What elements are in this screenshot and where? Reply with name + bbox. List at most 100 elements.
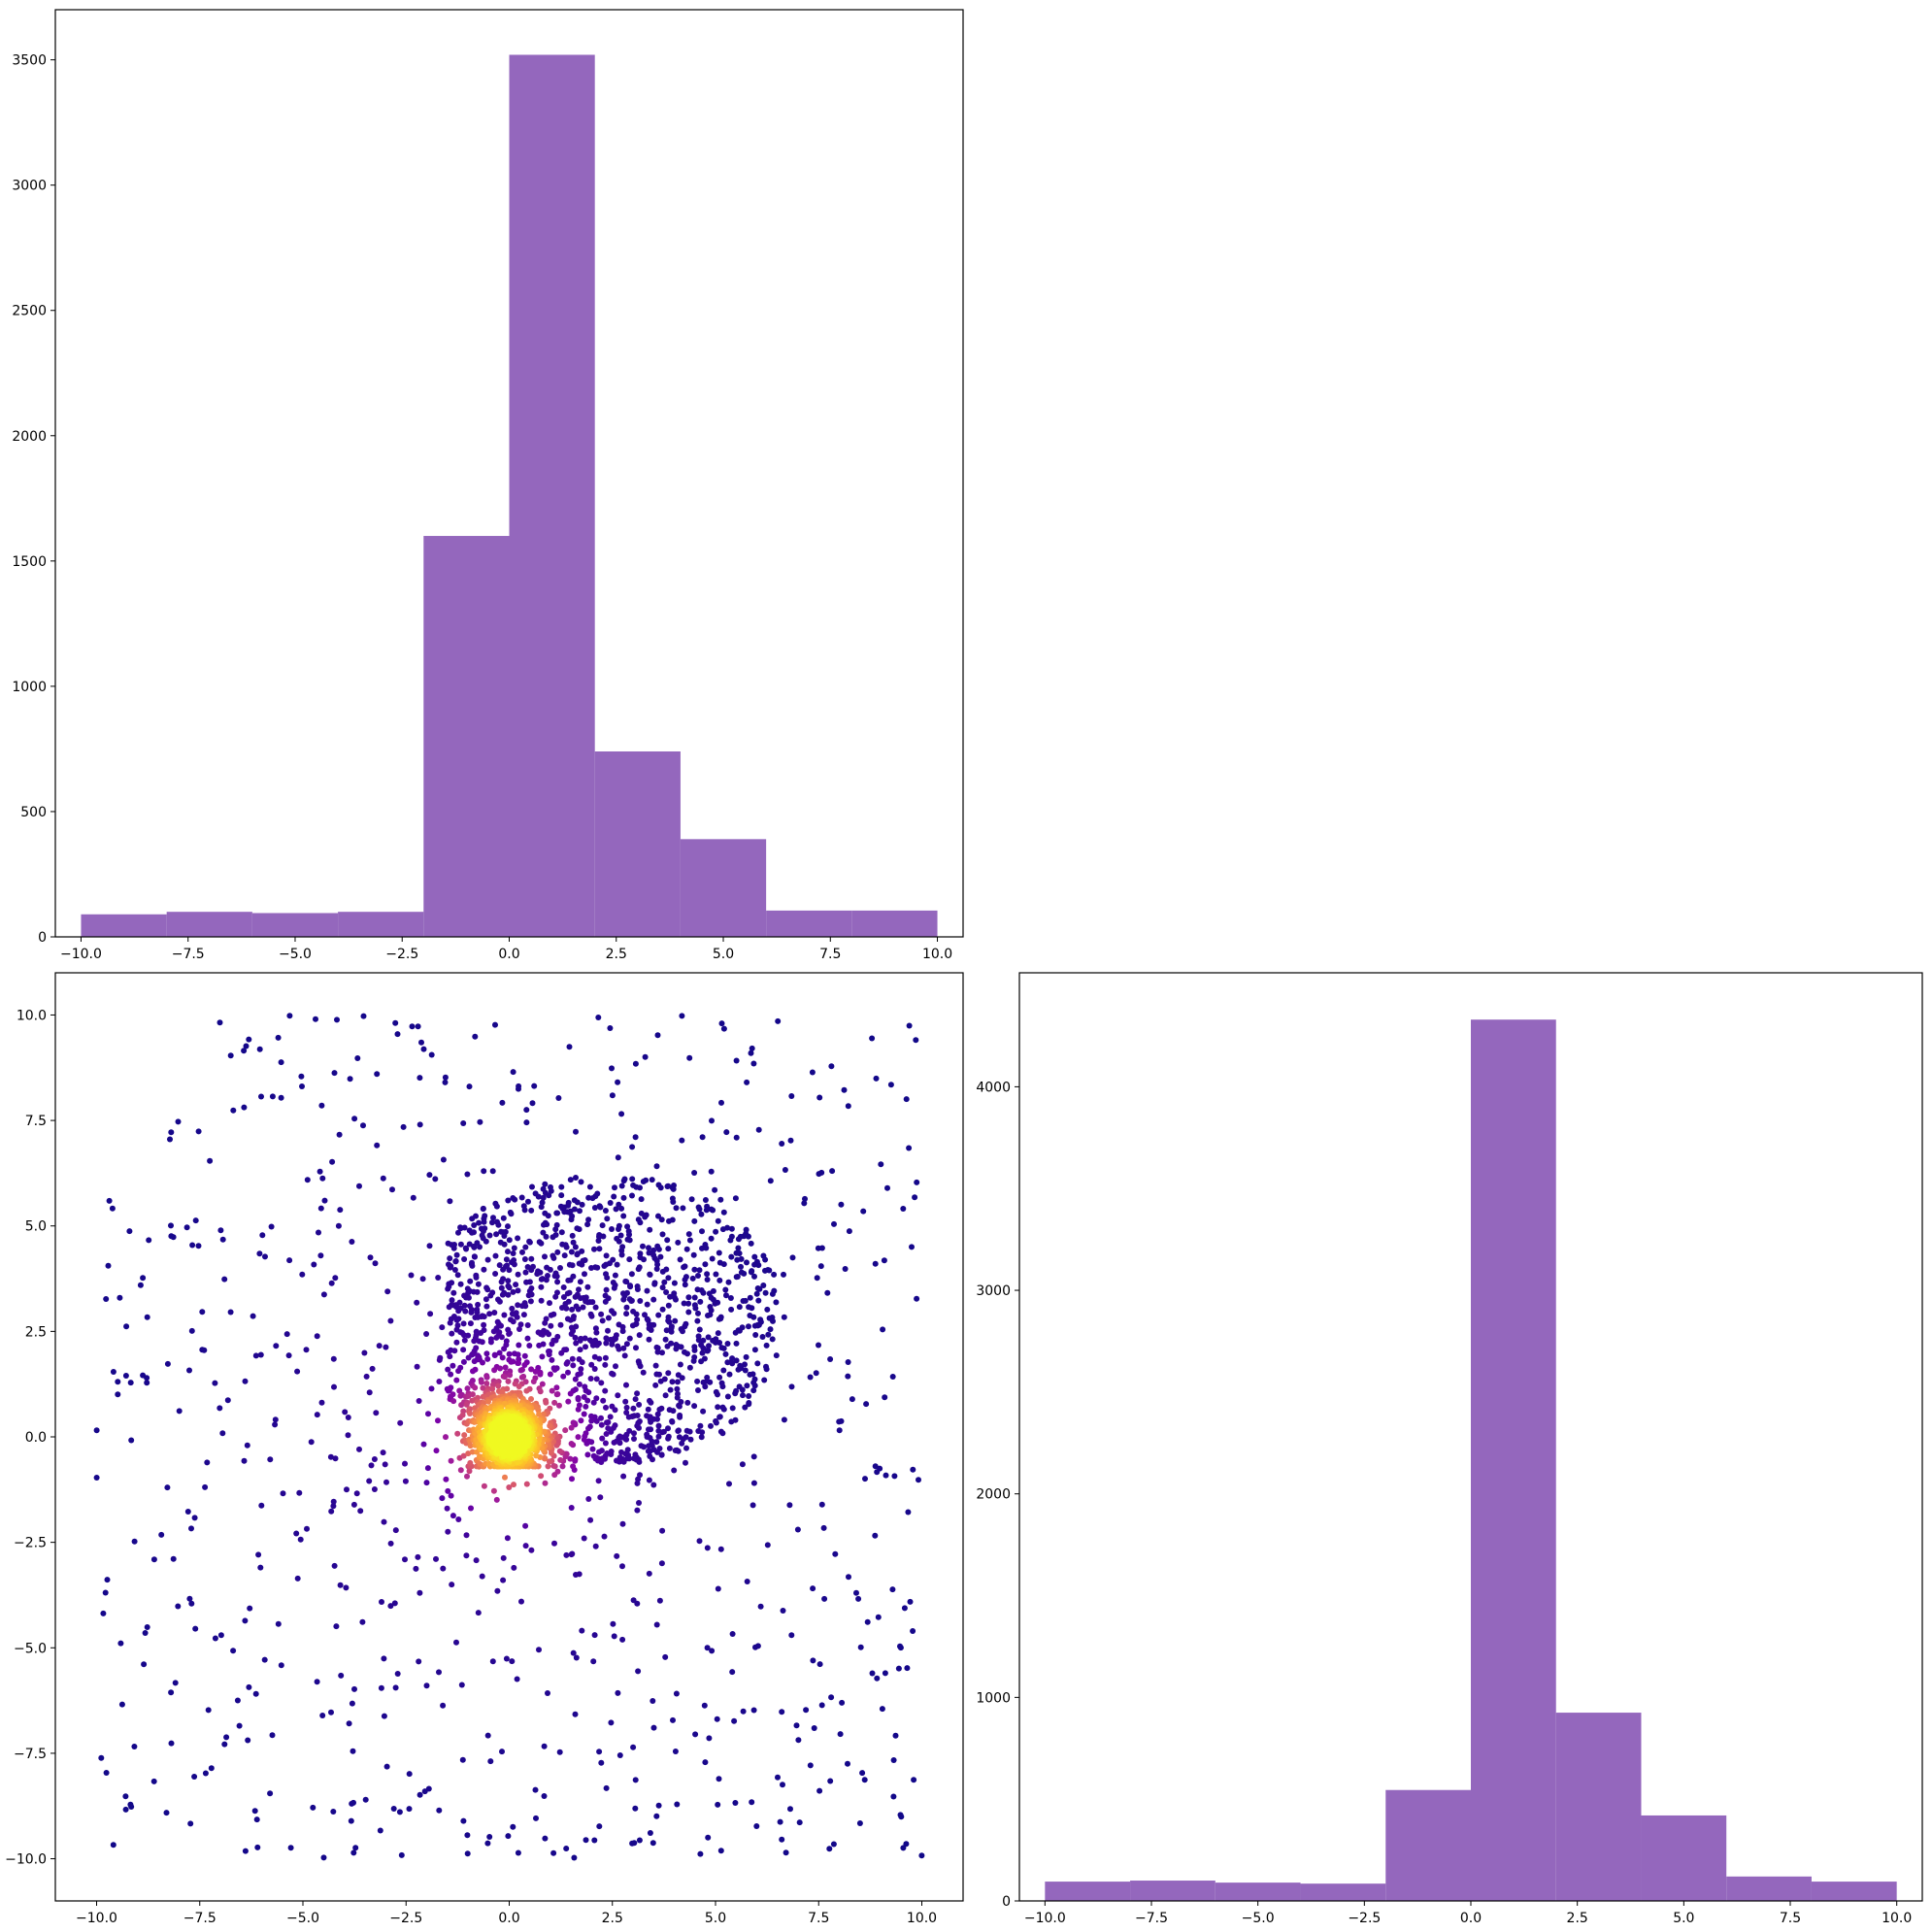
scatter-point bbox=[605, 1425, 612, 1432]
scatter-point bbox=[869, 1035, 876, 1042]
scatter-point bbox=[744, 1579, 750, 1584]
scatter-point bbox=[453, 1316, 460, 1323]
scatter-point bbox=[516, 1326, 522, 1332]
scatter-point bbox=[623, 1382, 629, 1388]
scatter-point bbox=[583, 1298, 589, 1305]
scatter-point bbox=[708, 1307, 715, 1314]
scatter-point bbox=[563, 1360, 570, 1367]
scatter-point bbox=[673, 1296, 679, 1303]
scatter-point bbox=[523, 1119, 530, 1126]
scatter-point bbox=[536, 1342, 543, 1349]
scatter-point bbox=[492, 1021, 498, 1028]
scatter-point bbox=[862, 1476, 868, 1482]
scatter-point bbox=[608, 1719, 615, 1726]
scatter-point bbox=[117, 1294, 123, 1301]
scatter-point bbox=[402, 1460, 408, 1467]
scatter-point bbox=[510, 1288, 516, 1295]
scatter-point bbox=[425, 1785, 432, 1792]
scatter-point bbox=[860, 1208, 867, 1215]
x-tick-label: −10.0 bbox=[60, 947, 102, 962]
scatter-point bbox=[394, 1031, 401, 1038]
scatter-point bbox=[217, 1632, 224, 1639]
scatter-point bbox=[596, 1749, 603, 1755]
scatter-point bbox=[665, 1370, 672, 1377]
scatter-point bbox=[733, 1134, 740, 1141]
scatter-point bbox=[406, 1771, 413, 1778]
scatter-point bbox=[368, 1462, 375, 1469]
scatter-point bbox=[473, 1274, 480, 1281]
scatter-point bbox=[369, 1365, 376, 1372]
scatter-point bbox=[212, 1635, 218, 1642]
scatter-point bbox=[496, 1349, 503, 1356]
scatter-point bbox=[104, 1577, 111, 1583]
scatter-point bbox=[451, 1348, 458, 1354]
scatter-point bbox=[258, 1093, 264, 1100]
x-tick-label: −7.5 bbox=[1135, 1911, 1168, 1926]
scatter-point bbox=[715, 1330, 721, 1337]
scatter-point bbox=[710, 1337, 716, 1344]
scatter-point bbox=[356, 1446, 362, 1452]
scatter-point bbox=[523, 1481, 530, 1487]
scatter-point bbox=[656, 1406, 663, 1413]
scatter-point bbox=[551, 1540, 557, 1547]
scatter-point bbox=[659, 1306, 666, 1313]
scatter-point bbox=[560, 1284, 567, 1290]
scatter-point bbox=[484, 1286, 491, 1293]
scatter-point bbox=[556, 1402, 562, 1409]
scatter-point bbox=[682, 1282, 688, 1288]
scatter-point bbox=[699, 1349, 706, 1356]
scatter-point bbox=[598, 1415, 604, 1421]
y-tick-label: 0 bbox=[38, 930, 47, 946]
scatter-point bbox=[501, 1346, 508, 1352]
scatter-point bbox=[757, 1603, 764, 1610]
scatter-point bbox=[683, 1459, 688, 1466]
scatter-point bbox=[516, 1342, 522, 1349]
scatter-point bbox=[293, 1530, 300, 1537]
scatter-point bbox=[334, 1016, 340, 1023]
scatter-point bbox=[695, 1273, 701, 1279]
scatter-point bbox=[102, 1589, 109, 1596]
scatter-point bbox=[652, 1382, 659, 1388]
scatter-point bbox=[773, 1352, 780, 1359]
scatter-point bbox=[763, 1342, 770, 1349]
scatter-point bbox=[528, 1547, 535, 1553]
scatter-point bbox=[278, 1094, 284, 1101]
scatter-point bbox=[350, 1849, 357, 1856]
scatter-point bbox=[373, 1410, 380, 1416]
scatter-point bbox=[472, 1253, 478, 1260]
scatter-point bbox=[542, 1480, 549, 1486]
scatter-point bbox=[647, 1271, 653, 1278]
histogram-bar bbox=[423, 536, 510, 937]
scatter-point bbox=[607, 1025, 614, 1031]
scatter-point bbox=[713, 1388, 719, 1395]
scatter-point bbox=[686, 1364, 693, 1371]
scatter-point bbox=[637, 1254, 644, 1261]
scatter-point bbox=[560, 1294, 567, 1300]
scatter-point bbox=[732, 1329, 739, 1336]
scatter-point bbox=[753, 1290, 760, 1297]
scatter-point bbox=[653, 1621, 660, 1628]
scatter-point bbox=[713, 1271, 719, 1278]
scatter-point bbox=[380, 1175, 386, 1182]
scatter-point bbox=[490, 1487, 497, 1494]
scatter-point bbox=[188, 1600, 195, 1607]
scatter-point bbox=[682, 1349, 687, 1355]
scatter-point bbox=[699, 1228, 705, 1235]
scatter-point bbox=[742, 1404, 749, 1411]
scatter-point bbox=[598, 1380, 605, 1386]
scatter-point bbox=[584, 1283, 591, 1290]
scatter-point bbox=[685, 1294, 692, 1301]
scatter-point bbox=[576, 1381, 583, 1387]
scatter-point bbox=[538, 1240, 545, 1247]
scatter-point bbox=[705, 1334, 712, 1341]
scatter-point bbox=[646, 1443, 652, 1449]
scatter-point bbox=[697, 1850, 704, 1857]
scatter-point bbox=[704, 1545, 711, 1551]
scatter-point bbox=[427, 1311, 434, 1317]
scatter-point bbox=[845, 1760, 850, 1767]
scatter-point bbox=[443, 1476, 450, 1482]
scatter-point bbox=[413, 1565, 419, 1572]
scatter-point bbox=[294, 1575, 301, 1582]
scatter-point bbox=[708, 1235, 715, 1242]
scatter-point bbox=[485, 1460, 492, 1467]
